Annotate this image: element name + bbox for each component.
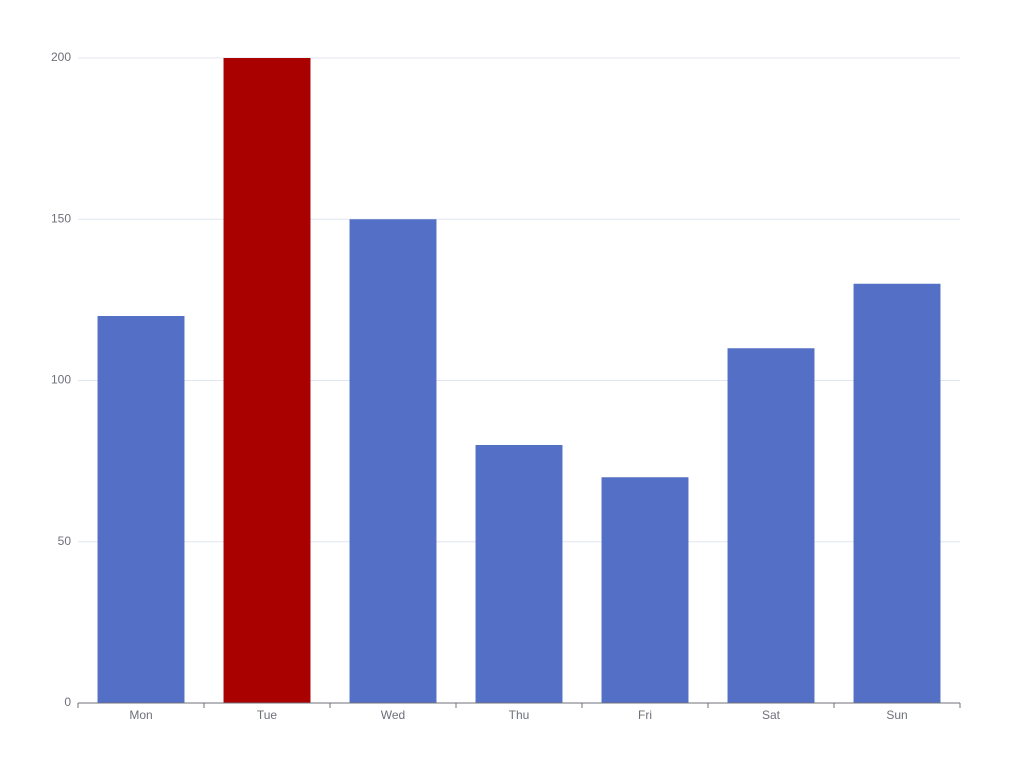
y-tick-label: 100 (51, 373, 71, 387)
x-tick-label: Fri (638, 708, 652, 722)
y-tick-label: 150 (51, 211, 71, 225)
bar (97, 316, 185, 703)
x-tick-label: Wed (381, 708, 405, 722)
bar (223, 58, 311, 703)
x-tick-label: Mon (129, 708, 152, 722)
x-tick-label: Sat (762, 708, 781, 722)
x-tick-label: Sun (886, 708, 907, 722)
bar (727, 348, 815, 703)
y-tick-label: 0 (64, 695, 71, 709)
bar (601, 477, 689, 703)
y-tick-label: 200 (51, 50, 71, 64)
y-tick-label: 50 (58, 534, 72, 548)
bar (349, 219, 437, 703)
bar (853, 283, 941, 703)
bar (475, 445, 563, 703)
x-tick-label: Thu (509, 708, 530, 722)
x-tick-label: Tue (257, 708, 278, 722)
